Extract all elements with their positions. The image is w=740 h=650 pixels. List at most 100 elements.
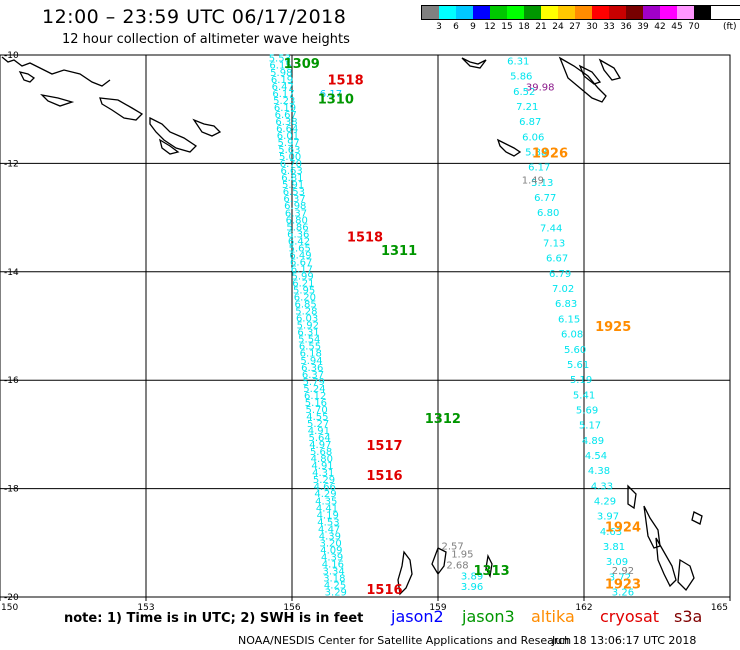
legend-swatch xyxy=(439,6,456,19)
coastline xyxy=(677,558,695,592)
coastline xyxy=(461,57,487,69)
track-a-value: 4.39 xyxy=(321,552,343,563)
page-subtitle: 12 hour collection of altimeter wave hei… xyxy=(62,32,350,47)
legend-tick-label: 27 xyxy=(569,22,581,32)
track-b-value: 5.60 xyxy=(564,345,586,356)
track-b-value: 3.09 xyxy=(606,557,628,568)
pass-time-cryosat: 1516 xyxy=(366,583,402,598)
legend-swatch xyxy=(609,6,626,19)
special-wave-value: 1.95 xyxy=(451,550,473,561)
coastline xyxy=(431,547,447,576)
track-b-value: 6.31 xyxy=(507,56,529,67)
pass-time-jason3: 1312 xyxy=(425,412,461,427)
legend-tick-label: 39 xyxy=(637,22,649,32)
track-b-value: 6.80 xyxy=(537,208,559,219)
lat-tick-label: -20 xyxy=(4,593,19,603)
track-a-value: 4.91 xyxy=(308,426,330,437)
legend-swatch xyxy=(558,6,575,19)
track-b-value: 7.13 xyxy=(543,239,565,250)
track-a-value: 6.37 xyxy=(283,194,305,205)
legend-swatch xyxy=(677,6,694,19)
track-a-value: 6.47 xyxy=(272,82,294,93)
track-a-value: 4.35 xyxy=(315,496,337,507)
track-a-value: 6.67 xyxy=(290,257,312,268)
track-a-value: 5.23 xyxy=(273,96,295,107)
track-a-value: 4.53 xyxy=(317,517,339,528)
track-b-value: 7.21 xyxy=(516,102,538,113)
track-b-value: 5.61 xyxy=(567,360,589,371)
legend-tick-label: 21 xyxy=(535,22,547,32)
pass-time-cryosat: 1518 xyxy=(347,231,383,246)
special-wave-value: 3.89 xyxy=(461,571,483,582)
track-b-value: 3.72 xyxy=(609,572,631,583)
pass-time-altika: 1926 xyxy=(532,147,568,162)
track-a-value: 5.29 xyxy=(313,475,335,486)
track-b-value: 6.15 xyxy=(558,314,580,325)
track-b-value: 4.89 xyxy=(582,436,604,447)
track-a-value: 6.55 xyxy=(299,342,321,353)
track-a-value: 4.55 xyxy=(306,412,328,423)
track-a-value: 6.49 xyxy=(289,250,311,261)
track-a-value: 6.37 xyxy=(302,370,324,381)
track-a-value: 5.27 xyxy=(307,419,329,430)
coastline xyxy=(598,58,622,81)
legend-swatch xyxy=(473,6,490,19)
track-a-value: 5.92 xyxy=(297,321,319,332)
track-b-value: 5.41 xyxy=(573,390,595,401)
special-wave-value: 6.17 xyxy=(320,89,342,100)
track-a-value: 4.91 xyxy=(311,461,333,472)
coastline xyxy=(149,116,198,153)
track-a-value: 4.31 xyxy=(312,468,334,479)
legend-tick-label: 6 xyxy=(453,22,459,32)
legend-unit: (ft) xyxy=(723,22,737,32)
track-a-value: 6.81 xyxy=(281,173,303,184)
track-b-value: 3.26 xyxy=(612,588,634,599)
track-a-value: 6.67 xyxy=(275,110,297,121)
lat-tick-label: -12 xyxy=(4,159,19,169)
pass-time-cryosat: 1517 xyxy=(366,439,402,454)
track-a-value: 6.63 xyxy=(280,166,302,177)
track-b-value: 5.17 xyxy=(579,421,601,432)
track-a-value: 4.19 xyxy=(317,510,339,521)
special-wave-value: 2.92 xyxy=(612,566,634,577)
track-a-value: 5.98 xyxy=(270,68,292,79)
track-b-value: 6.79 xyxy=(549,269,571,280)
track-a-value: 5.97 xyxy=(278,138,300,149)
track-b-value: 6.87 xyxy=(519,117,541,128)
credit-line: NOAA/NESDIS Center for Satellite Applica… xyxy=(238,634,572,647)
pass-time-jason3: 1309 xyxy=(284,57,320,72)
legend-cryosat: cryosat xyxy=(600,607,660,626)
track-a-value: 4.16 xyxy=(322,559,344,570)
coastline xyxy=(655,537,677,588)
generated-timestamp: Jun 18 13:06:17 UTC 2018 xyxy=(552,634,697,647)
legend-altika: altika xyxy=(531,607,575,626)
coastline xyxy=(99,97,144,121)
pass-time-cryosat: 1518 xyxy=(327,73,363,88)
track-a-value: 6.80 xyxy=(286,215,308,226)
lat-tick-label: -16 xyxy=(4,376,19,386)
track-a-value: 6.20 xyxy=(294,293,316,304)
coastline xyxy=(691,511,703,525)
track-a-value: 5.68 xyxy=(310,447,332,458)
track-b-value: 4.33 xyxy=(591,481,613,492)
legend-jason2: jason2 xyxy=(391,607,444,626)
legend-labels: 70 45 42 39 36 33 30 27 24 21 18 15 12 9 6 3 (ft) xyxy=(421,20,740,34)
track-a-value: 6.19 xyxy=(271,75,293,86)
special-wave-value: 2.68 xyxy=(446,560,468,571)
legend-jason3: jason3 xyxy=(462,607,515,626)
coastline xyxy=(578,64,602,85)
legend-tick-label: 33 xyxy=(603,22,615,32)
track-b-value: 4.63 xyxy=(600,527,622,538)
legend-swatch xyxy=(541,6,558,19)
track-a-value: 6.37 xyxy=(285,208,307,219)
coastline xyxy=(40,93,75,107)
track-b-value: 4.29 xyxy=(594,497,616,508)
track-a-value: 6.17 xyxy=(272,89,294,100)
track-a-value: 5.65 xyxy=(289,243,311,254)
track-a-value: 5.86 xyxy=(286,222,308,233)
track-a-value: 4.66 xyxy=(314,482,336,493)
track-a-value: 4.39 xyxy=(319,531,341,542)
track-a-value: 4.09 xyxy=(320,545,342,556)
track-b-value: 5.19 xyxy=(570,375,592,386)
